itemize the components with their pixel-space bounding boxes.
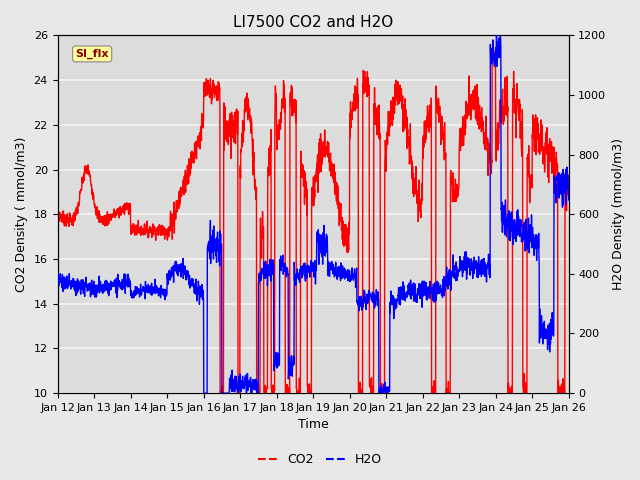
Text: SI_flx: SI_flx xyxy=(76,49,109,59)
Legend: CO2, H2O: CO2, H2O xyxy=(253,448,387,471)
Title: LI7500 CO2 and H2O: LI7500 CO2 and H2O xyxy=(233,15,393,30)
Y-axis label: CO2 Density ( mmol/m3): CO2 Density ( mmol/m3) xyxy=(15,136,28,292)
X-axis label: Time: Time xyxy=(298,419,328,432)
Y-axis label: H2O Density (mmol/m3): H2O Density (mmol/m3) xyxy=(612,138,625,290)
